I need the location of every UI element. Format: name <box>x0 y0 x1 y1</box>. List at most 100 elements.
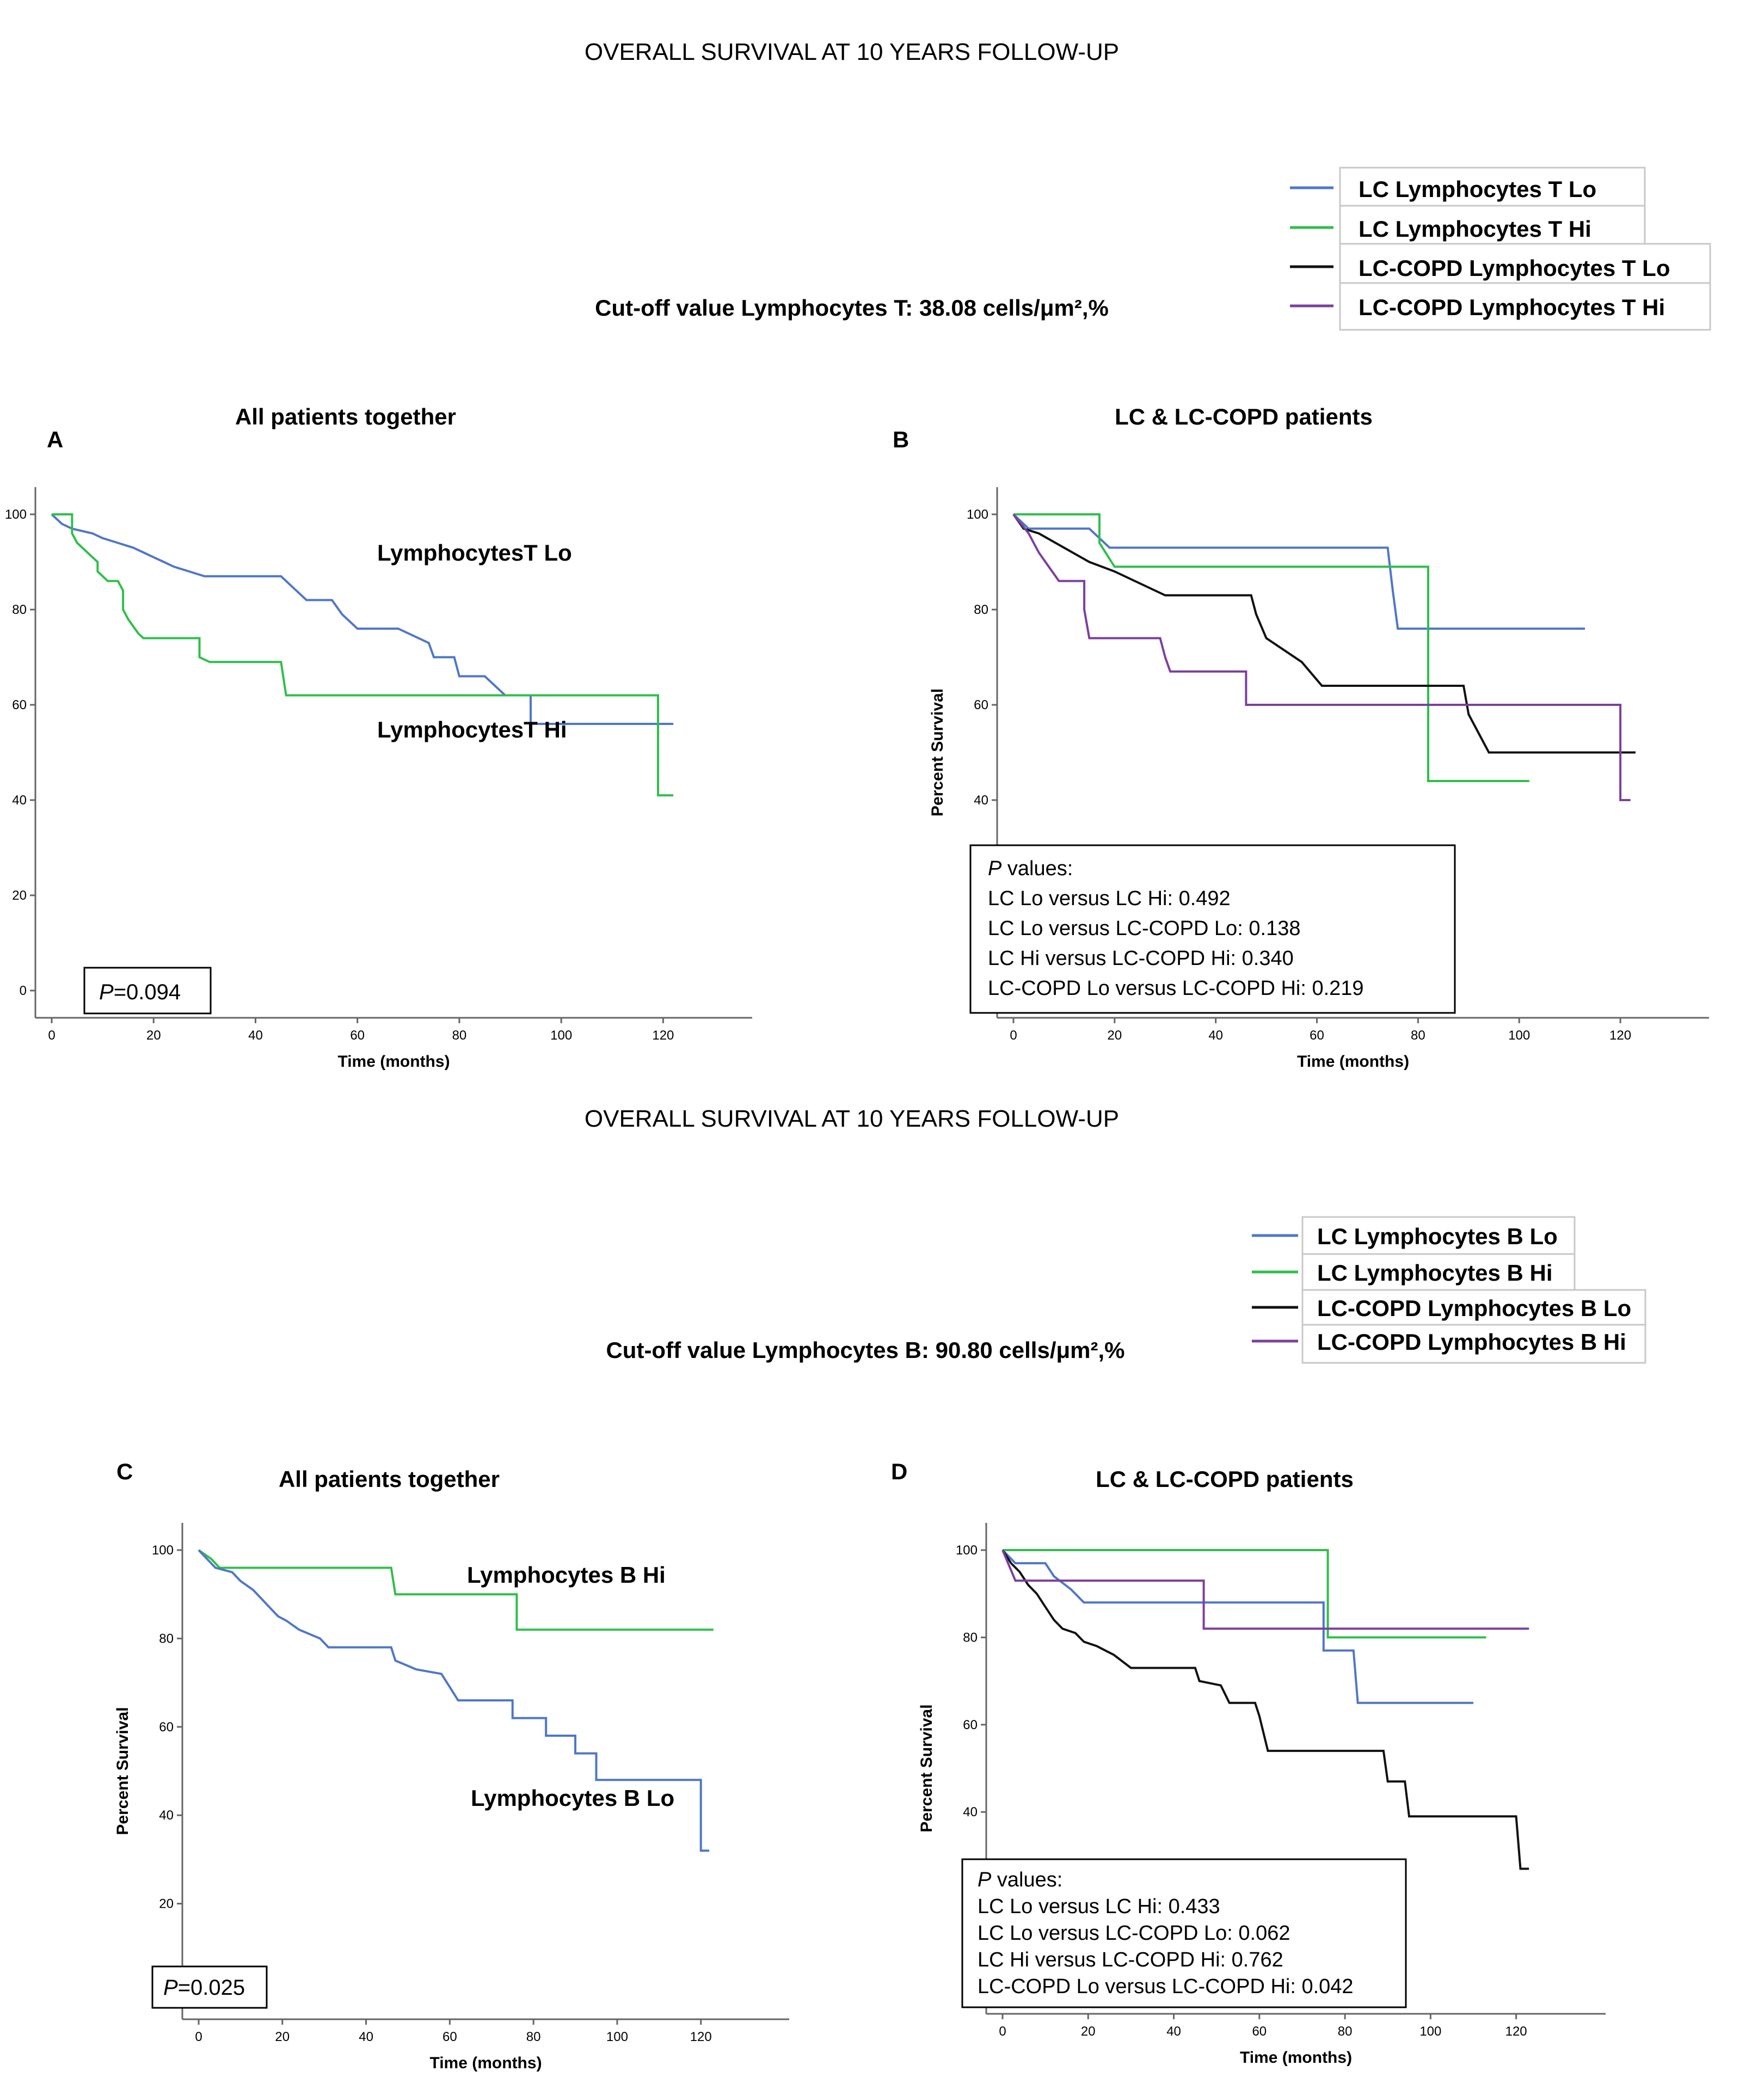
y-tick-label: 60 <box>974 698 988 712</box>
annotation-b-hi: Lymphocytes B Hi <box>467 1562 666 1588</box>
legend-b-box-1 <box>1301 1216 1576 1255</box>
legend-b-box-3 <box>1301 1289 1646 1326</box>
pvalues-b-line-2: LC Hi versus LC-COPD Hi: 0.340 <box>988 947 1294 970</box>
series-line-d-2 <box>1001 1549 1529 1870</box>
series-line-d-1 <box>1003 1549 1486 1639</box>
y-tick-label: 40 <box>974 793 988 808</box>
series-line-a-0 <box>51 513 674 725</box>
cutoff-label-b: Cut-off value Lymphocytes B: 90.80 cells… <box>606 1337 1124 1363</box>
section-title-bottom: OVERALL SURVIVAL AT 10 YEARS FOLLOW-UP <box>585 1105 1119 1132</box>
x-tick-label: 100 <box>1419 2024 1441 2039</box>
panel-c-title: All patients together <box>279 1466 500 1492</box>
x-tick-label: 40 <box>1166 2024 1181 2039</box>
x-tick-label: 80 <box>526 2030 541 2044</box>
pvalues-d-heading: P values: <box>978 1868 1062 1891</box>
pvalues-box-b <box>969 844 1456 1014</box>
panel-d-title: LC & LC-COPD patients <box>1096 1466 1354 1492</box>
legend-t-label-1: LC Lymphocytes T Hi <box>1359 216 1591 242</box>
y-tick-label: 60 <box>12 698 27 712</box>
x-axis-label-b: Time (months) <box>1297 1053 1409 1071</box>
series-line-d-3 <box>1001 1550 1529 1630</box>
y-axis-label-d: Percent Survival <box>918 1704 936 1832</box>
x-tick-label: 20 <box>1081 2024 1096 2039</box>
y-tick-label: 80 <box>963 1630 978 1645</box>
y-tick-label: 20 <box>159 1897 174 1911</box>
y-tick-label: 40 <box>963 1805 978 1820</box>
y-tick-label: 60 <box>963 1718 978 1732</box>
x-tick-label: 40 <box>359 2030 373 2044</box>
x-tick-label: 100 <box>606 2030 628 2044</box>
y-tick-label: 80 <box>974 603 988 617</box>
x-axis-label-d: Time (months) <box>1240 2049 1352 2067</box>
y-tick-label: 100 <box>152 1543 174 1558</box>
pvalue-box-a <box>83 967 212 1015</box>
x-tick-label: 120 <box>690 2030 712 2044</box>
pvalues-box-d <box>961 1858 1407 2008</box>
panel-c-letter: C <box>116 1459 133 1484</box>
pvalues-d-line-3: LC-COPD Lo versus LC-COPD Hi: 0.042 <box>978 1975 1354 1998</box>
y-tick-label: 60 <box>159 1720 174 1735</box>
series-line-b-0 <box>1012 513 1585 630</box>
legend-t-label-0: LC Lymphocytes T Lo <box>1359 176 1596 202</box>
pvalues-b-line-1: LC Lo versus LC-COPD Lo: 0.138 <box>988 917 1301 940</box>
y-axis-label-b: Percent Survival <box>929 689 946 816</box>
pvalues-d-line-1: LC Lo versus LC-COPD Lo: 0.062 <box>978 1922 1290 1945</box>
y-tick-label: 100 <box>956 1543 978 1558</box>
x-tick-label: 80 <box>1411 1028 1425 1043</box>
annotation-t-lo: LymphocytesT Lo <box>377 540 572 566</box>
legend-t-label-2: LC-COPD Lymphocytes T Lo <box>1359 255 1670 281</box>
x-tick-label: 80 <box>452 1028 467 1043</box>
legend-t-box-2 <box>1339 205 1646 245</box>
panel-d: D LC & LC-COPD patients 0204060801000204… <box>891 1459 1606 2067</box>
x-tick-label: 0 <box>48 1028 55 1043</box>
annotation-t-hi: LymphocytesT Hi <box>377 717 567 742</box>
y-tick-label: 100 <box>967 507 988 522</box>
y-tick-label: 100 <box>5 507 27 522</box>
x-tick-label: 120 <box>1609 1028 1631 1043</box>
x-axis-label-c: Time (months) <box>429 2054 542 2072</box>
panel-c: C All patients together 0204060801000204… <box>114 1459 789 2072</box>
pvalues-b-line-3: LC-COPD Lo versus LC-COPD Hi: 0.219 <box>988 977 1364 1000</box>
legend-t-box-1 <box>1339 167 1646 207</box>
series-line-c-0 <box>198 1549 714 1631</box>
section-title-top: OVERALL SURVIVAL AT 10 YEARS FOLLOW-UP <box>585 39 1119 65</box>
legend-t-box-4 <box>1339 282 1711 331</box>
x-tick-label: 0 <box>195 2030 202 2044</box>
y-tick-label: 40 <box>12 793 27 808</box>
x-tick-label: 20 <box>275 2030 290 2044</box>
x-axis-label-a: Time (months) <box>337 1053 450 1071</box>
pvalue-c: P=0.025 <box>163 1976 245 2000</box>
panel-b-title: LC & LC-COPD patients <box>1115 404 1373 429</box>
x-tick-label: 60 <box>1252 2024 1267 2039</box>
x-tick-label: 100 <box>1508 1028 1530 1043</box>
x-tick-label: 0 <box>999 2024 1006 2039</box>
series-line-b-1 <box>1013 513 1529 782</box>
legend-b-label-0: LC Lymphocytes B Lo <box>1317 1224 1558 1249</box>
panel-a-title: All patients together <box>235 404 456 429</box>
legend-b-label-3: LC-COPD Lymphocytes B Hi <box>1317 1329 1626 1355</box>
panel-d-letter: D <box>891 1459 907 1484</box>
series-line-a-1 <box>52 513 674 797</box>
annotation-b-lo: Lymphocytes B Lo <box>471 1785 674 1811</box>
y-tick-label: 80 <box>12 603 27 617</box>
series-line-c-1 <box>198 1549 710 1852</box>
pvalues-d-line-0: LC Lo versus LC Hi: 0.433 <box>978 1895 1220 1918</box>
x-tick-label: 60 <box>1310 1028 1324 1043</box>
x-tick-label: 20 <box>1107 1028 1122 1043</box>
y-tick-label: 0 <box>20 984 27 998</box>
series-line-b-3 <box>1012 513 1631 801</box>
y-tick-label: 40 <box>159 1808 174 1823</box>
x-tick-label: 40 <box>248 1028 263 1043</box>
y-tick-label: 20 <box>12 888 27 903</box>
y-axis-label-c: Percent Survival <box>114 1707 132 1835</box>
x-tick-label: 100 <box>550 1028 572 1043</box>
y-tick-label: 80 <box>159 1631 174 1646</box>
legend-b: LC Lymphocytes B Lo LC Lymphocytes B Hi … <box>1252 1216 1646 1364</box>
legend-b-label-1: LC Lymphocytes B Hi <box>1317 1260 1553 1286</box>
x-tick-label: 120 <box>1505 2024 1527 2039</box>
pvalue-box-c <box>151 1965 268 2009</box>
legend-b-box-4 <box>1301 1324 1646 1364</box>
legend-b-box-2 <box>1301 1253 1576 1291</box>
cutoff-label-t: Cut-off value Lymphocytes T: 38.08 cells… <box>595 295 1109 321</box>
pvalues-b-heading: P values: <box>988 857 1073 880</box>
